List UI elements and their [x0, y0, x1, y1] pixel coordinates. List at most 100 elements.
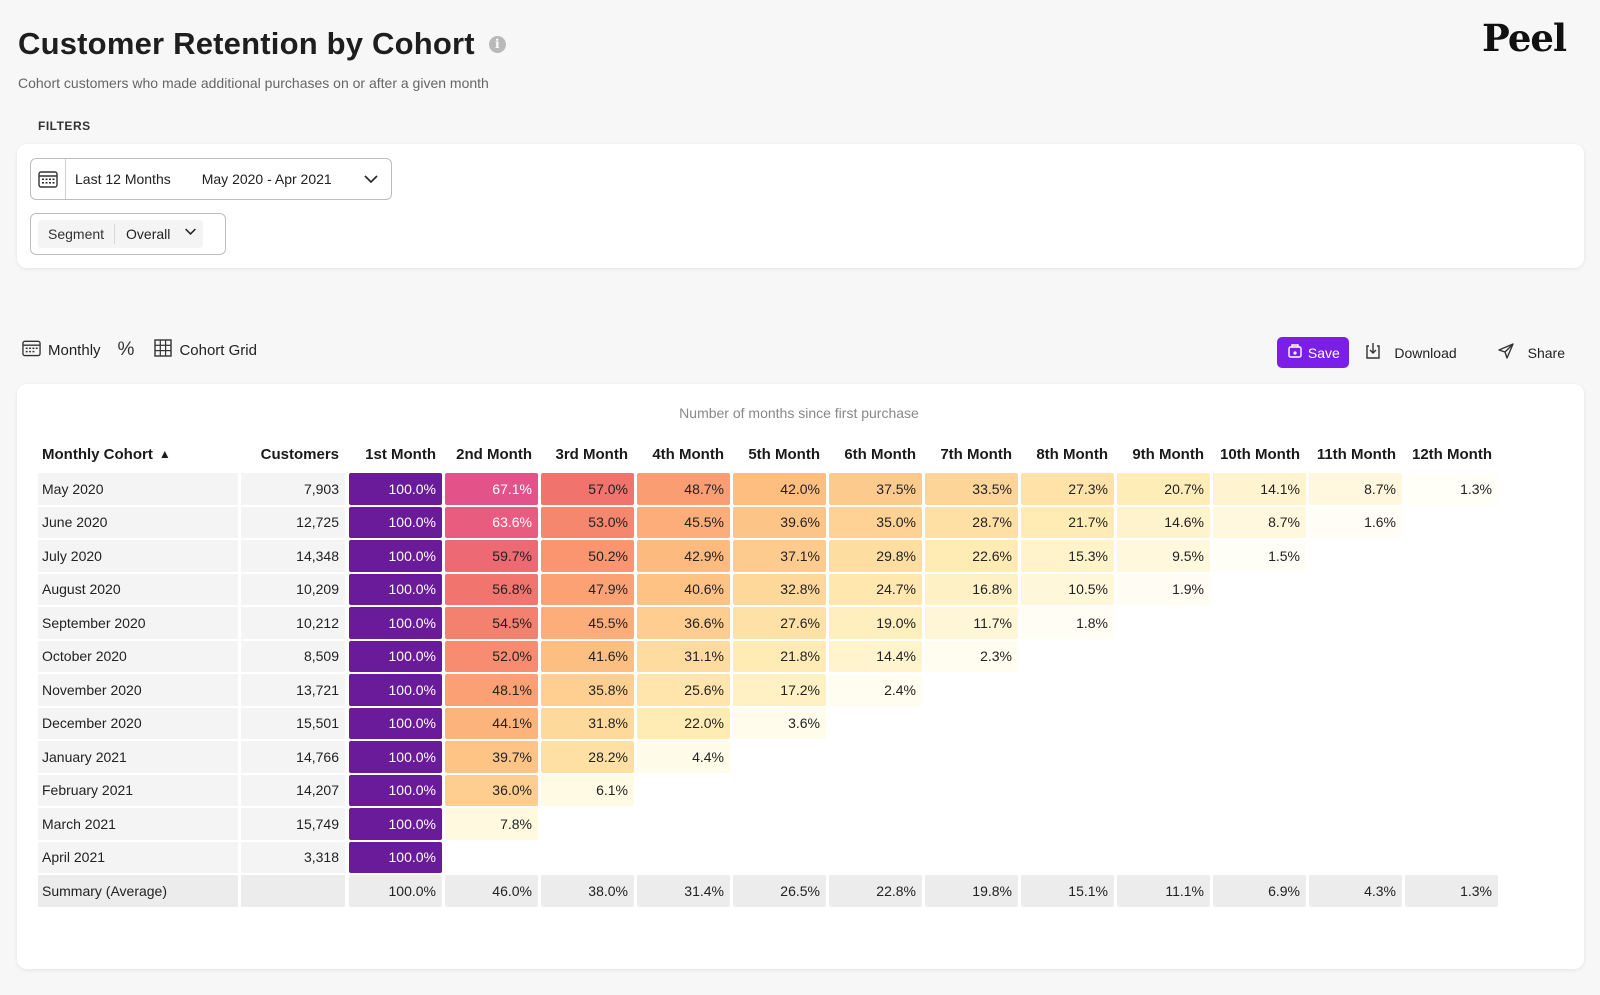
retention-cell: 47.9% [541, 573, 634, 605]
retention-cell [733, 741, 826, 773]
retention-cell [925, 842, 1018, 874]
retention-cell [733, 808, 826, 840]
retention-cell [1021, 708, 1114, 740]
column-header-month-1: 1st Month [349, 446, 442, 463]
retention-cell: 39.7% [445, 741, 538, 773]
period-label: Monthly [48, 341, 101, 359]
cohort-grid-toggle[interactable]: Cohort Grid [154, 339, 257, 361]
retention-cell: 1.8% [1021, 607, 1114, 639]
chevron-down-icon [363, 171, 379, 192]
table-caption: Number of months since first purchase [679, 405, 919, 421]
view-toolbar: Monthly % Cohort Grid [22, 336, 274, 364]
retention-cell [1405, 574, 1498, 606]
column-header-month-7: 7th Month [925, 446, 1018, 463]
retention-cell: 37.1% [733, 540, 826, 572]
retention-cell [1309, 708, 1402, 740]
customers-cell: 13,721 [241, 674, 345, 706]
retention-cell: 32.8% [733, 573, 826, 605]
segment-value: Overall [126, 226, 171, 242]
retention-cell [1117, 708, 1210, 740]
column-header-label: 4th Month [652, 445, 724, 463]
retention-cell: 24.7% [829, 573, 922, 605]
retention-cell [1117, 775, 1210, 807]
cohort-cell: March 2021 [38, 808, 238, 840]
retention-cell: 11.1% [1117, 875, 1210, 907]
retention-cell: 27.3% [1021, 473, 1114, 505]
retention-cell: 2.3% [925, 640, 1018, 672]
retention-cell [1405, 507, 1498, 539]
table-row: December 2020 15,501 100.0% 44.1% 31.8% 22.0%… [38, 707, 1501, 740]
customers-cell: 15,501 [241, 707, 345, 739]
retention-cell: 31.4% [637, 875, 730, 907]
share-label: Share [1527, 344, 1565, 361]
peel-logo: Peel [1482, 16, 1567, 60]
page-title: Customer Retention by Cohort [18, 26, 475, 61]
percent-toggle[interactable]: % [117, 339, 135, 360]
retention-cell: 17.2% [733, 674, 826, 706]
cohort-cell: October 2020 [38, 640, 238, 672]
retention-cell [925, 741, 1018, 773]
retention-cell: 100.0% [349, 640, 442, 672]
retention-cell: 22.8% [829, 875, 922, 907]
retention-cell [829, 741, 922, 773]
retention-cell: 22.0% [637, 707, 730, 739]
retention-cell: 9.5% [1117, 540, 1210, 572]
retention-cell: 100.0% [349, 506, 442, 538]
download-label: Download [1394, 344, 1457, 361]
retention-cell [1405, 808, 1498, 840]
retention-cell [733, 842, 826, 874]
table-row: April 2021 3,318 100.0% [38, 841, 1501, 874]
retention-cell: 100.0% [349, 473, 442, 505]
customers-cell: 10,212 [241, 607, 345, 639]
column-header-month-4: 4th Month [637, 446, 730, 463]
customers-cell: 14,207 [241, 774, 345, 806]
retention-cell [1117, 641, 1210, 673]
retention-cell: 100.0% [349, 774, 442, 806]
info-icon[interactable]: i [488, 35, 506, 53]
cohort-cell: June 2020 [38, 506, 238, 538]
retention-cell [1021, 641, 1114, 673]
retention-cell: 1.3% [1405, 473, 1498, 505]
retention-cell: 19.8% [925, 875, 1018, 907]
retention-cell: 54.5% [445, 607, 538, 639]
customers-cell: 3,318 [241, 841, 345, 873]
retention-cell: 22.6% [925, 540, 1018, 572]
retention-cell: 63.6% [445, 506, 538, 538]
table-row: August 2020 10,209 100.0% 56.8% 47.9% 40.6% 32… [38, 573, 1501, 606]
retention-cell [1309, 574, 1402, 606]
retention-cell: 100.0% [349, 808, 442, 840]
period-toggle[interactable]: Monthly [22, 339, 101, 361]
column-header-label: 11th Month [1316, 445, 1396, 463]
calendar-icon [22, 339, 41, 361]
chevron-down-icon [184, 225, 197, 243]
cohort-table-panel: Number of months since first purchase Mo… [17, 384, 1584, 969]
column-header-month-2: 2nd Month [445, 446, 538, 463]
download-button[interactable]: Download [1365, 342, 1457, 363]
retention-cell [829, 708, 922, 740]
table-body: May 2020 7,903 100.0% 67.1% 57.0% 48.7% 42.0% 3… [38, 473, 1501, 907]
send-icon [1497, 342, 1515, 363]
retention-cell: 7.8% [445, 808, 538, 840]
date-range-dropdown[interactable]: Last 12 Months May 2020 - Apr 2021 [30, 158, 392, 200]
cohort-cell: April 2021 [38, 841, 238, 873]
summary-row: Summary (Average) 100.0% 46.0% 38.0% 31.4% 26… [38, 875, 1501, 907]
retention-cell [1021, 741, 1114, 773]
retention-cell: 1.9% [1117, 573, 1210, 605]
retention-cell [733, 775, 826, 807]
segment-dropdown[interactable]: Segment Overall [30, 213, 226, 255]
column-header-label: 7th Month [940, 445, 1012, 463]
filters-label: FILTERS [38, 119, 91, 133]
retention-cell: 19.0% [829, 607, 922, 639]
share-button[interactable]: Share [1497, 342, 1565, 363]
retention-cell: 10.5% [1021, 573, 1114, 605]
customers-cell: 14,766 [241, 741, 345, 773]
retention-cell: 50.2% [541, 540, 634, 572]
retention-cell: 1.6% [1309, 506, 1402, 538]
retention-cell [637, 775, 730, 807]
column-header-cohort[interactable]: Monthly Cohort ▲ [38, 446, 238, 463]
retention-cell: 59.7% [445, 540, 538, 572]
retention-cell: 27.6% [733, 607, 826, 639]
cohort-cell: May 2020 [38, 473, 238, 505]
save-button[interactable]: Save [1277, 337, 1350, 368]
retention-cell [1213, 708, 1306, 740]
